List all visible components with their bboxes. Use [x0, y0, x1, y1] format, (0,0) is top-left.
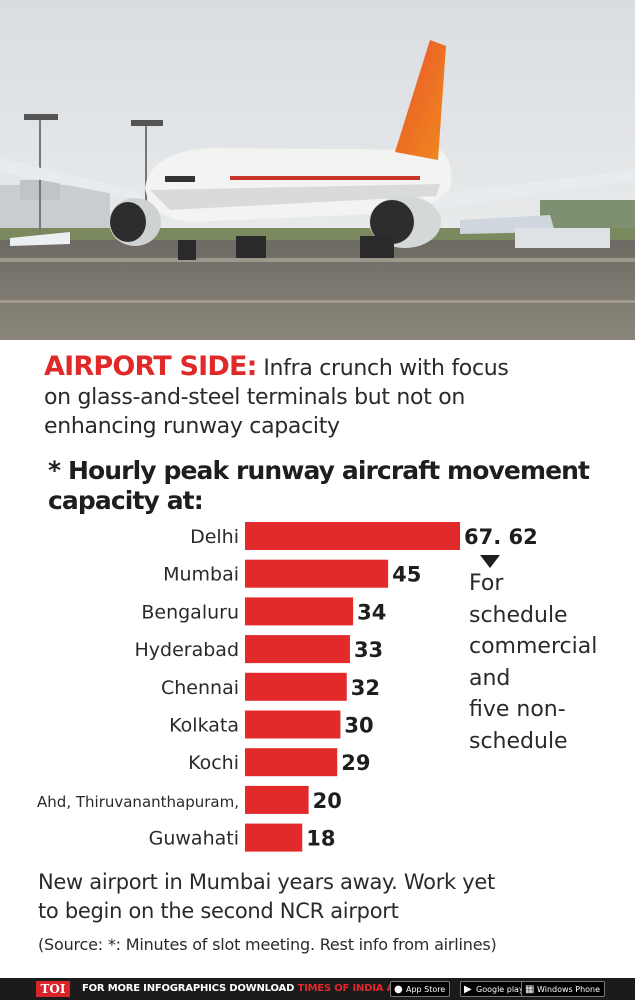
promo-app[interactable]: TIMES OF INDIA APP — [297, 983, 409, 994]
category-label: Hyderabad — [135, 639, 240, 661]
airplane-photo — [0, 0, 635, 340]
value-label: 18 — [306, 827, 335, 851]
toi-logo[interactable]: TOI — [36, 981, 70, 997]
bar-guwahati — [245, 823, 303, 852]
google-play-badge[interactable]: ▶ Google play — [460, 981, 529, 997]
bar-mumbai — [245, 559, 389, 588]
value-label: 29 — [341, 751, 370, 775]
source-note: (Source: *: Minutes of slot meeting. Res… — [38, 935, 497, 954]
annotation-note: For schedule commercial and five non-schedul… — [469, 568, 629, 757]
footer-note: New airport in Mumbai years away. Work y… — [38, 868, 618, 926]
value-label: 34 — [357, 600, 386, 624]
annotation-line: schedule — [469, 728, 568, 754]
windows-phone-badge[interactable]: ▦ Windows Phone — [521, 981, 606, 997]
category-label: Bengaluru — [141, 601, 239, 623]
app-store-label: App Store — [406, 985, 446, 994]
google-play-label: Google play — [476, 985, 524, 994]
value-label: 33 — [354, 638, 383, 662]
category-label: Ahd, Thiruvananthapuram, — [37, 793, 239, 811]
value-label: 67. 62 — [464, 525, 538, 549]
header-kicker: AIRPORT SIDE: — [44, 351, 257, 382]
header-line-1: Infra crunch with focus — [256, 356, 509, 381]
bar-chennai — [245, 672, 347, 701]
header-line-2: on glass-and-steel terminals but not on — [44, 385, 466, 410]
bar-hyderabad — [245, 635, 350, 664]
apple-icon: ● — [394, 984, 403, 995]
value-label: 20 — [313, 789, 342, 813]
header-line-3: enhancing runway capacity — [44, 414, 340, 439]
play-icon: ▶ — [464, 984, 472, 995]
category-label: Kochi — [188, 752, 239, 774]
value-label: 45 — [392, 563, 421, 587]
windows-icon: ▦ — [525, 984, 535, 995]
chart-title: * Hourly peak runway aircraft movement c… — [48, 456, 608, 516]
annotation-line: and — [469, 665, 511, 691]
bar-delhi — [245, 522, 461, 550]
footer-line-2: to begin on the second NCR airport — [38, 899, 399, 923]
annotation-line: For — [469, 571, 504, 596]
bar-ahd-thiruvananthapuram — [245, 785, 309, 814]
annotation-line: five non- — [469, 697, 566, 722]
footer-line-1: New airport in Mumbai years away. Work y… — [38, 870, 495, 894]
chart-title-line-2: capacity at: — [48, 486, 204, 515]
annotation-pointer-icon — [480, 555, 500, 568]
promo-text: FOR MORE INFOGRAPHICS DOWNLOAD TIMES OF … — [82, 983, 409, 994]
bar-bengaluru — [245, 597, 354, 626]
value-label: 30 — [344, 714, 373, 738]
header-text: AIRPORT SIDE: Infra crunch with focus on… — [44, 352, 604, 441]
category-label: Mumbai — [163, 564, 239, 586]
annotation-line: schedule — [469, 602, 568, 628]
bar-kolkata — [245, 710, 341, 739]
category-label: Chennai — [161, 677, 239, 699]
value-label: 32 — [351, 676, 380, 700]
bar-chart: Delhi 67. 62 Mumbai 45 Bengaluru 34 Hyderabad 3… — [37, 522, 538, 852]
category-label: Guwahati — [149, 828, 239, 850]
promo-prefix: FOR MORE INFOGRAPHICS DOWNLOAD — [82, 983, 298, 994]
bottom-bar: TOI FOR MORE INFOGRAPHICS DOWNLOAD TIMES… — [0, 978, 635, 1000]
category-label: Kolkata — [169, 715, 239, 737]
bar-kochi — [245, 748, 338, 777]
windows-label: Windows Phone — [537, 985, 601, 994]
category-label: Delhi — [190, 526, 239, 548]
annotation-line: commercial — [469, 634, 598, 659]
app-store-badge[interactable]: ● App Store — [390, 981, 451, 997]
chart-title-line-1: * Hourly peak runway aircraft movement — [48, 456, 590, 485]
